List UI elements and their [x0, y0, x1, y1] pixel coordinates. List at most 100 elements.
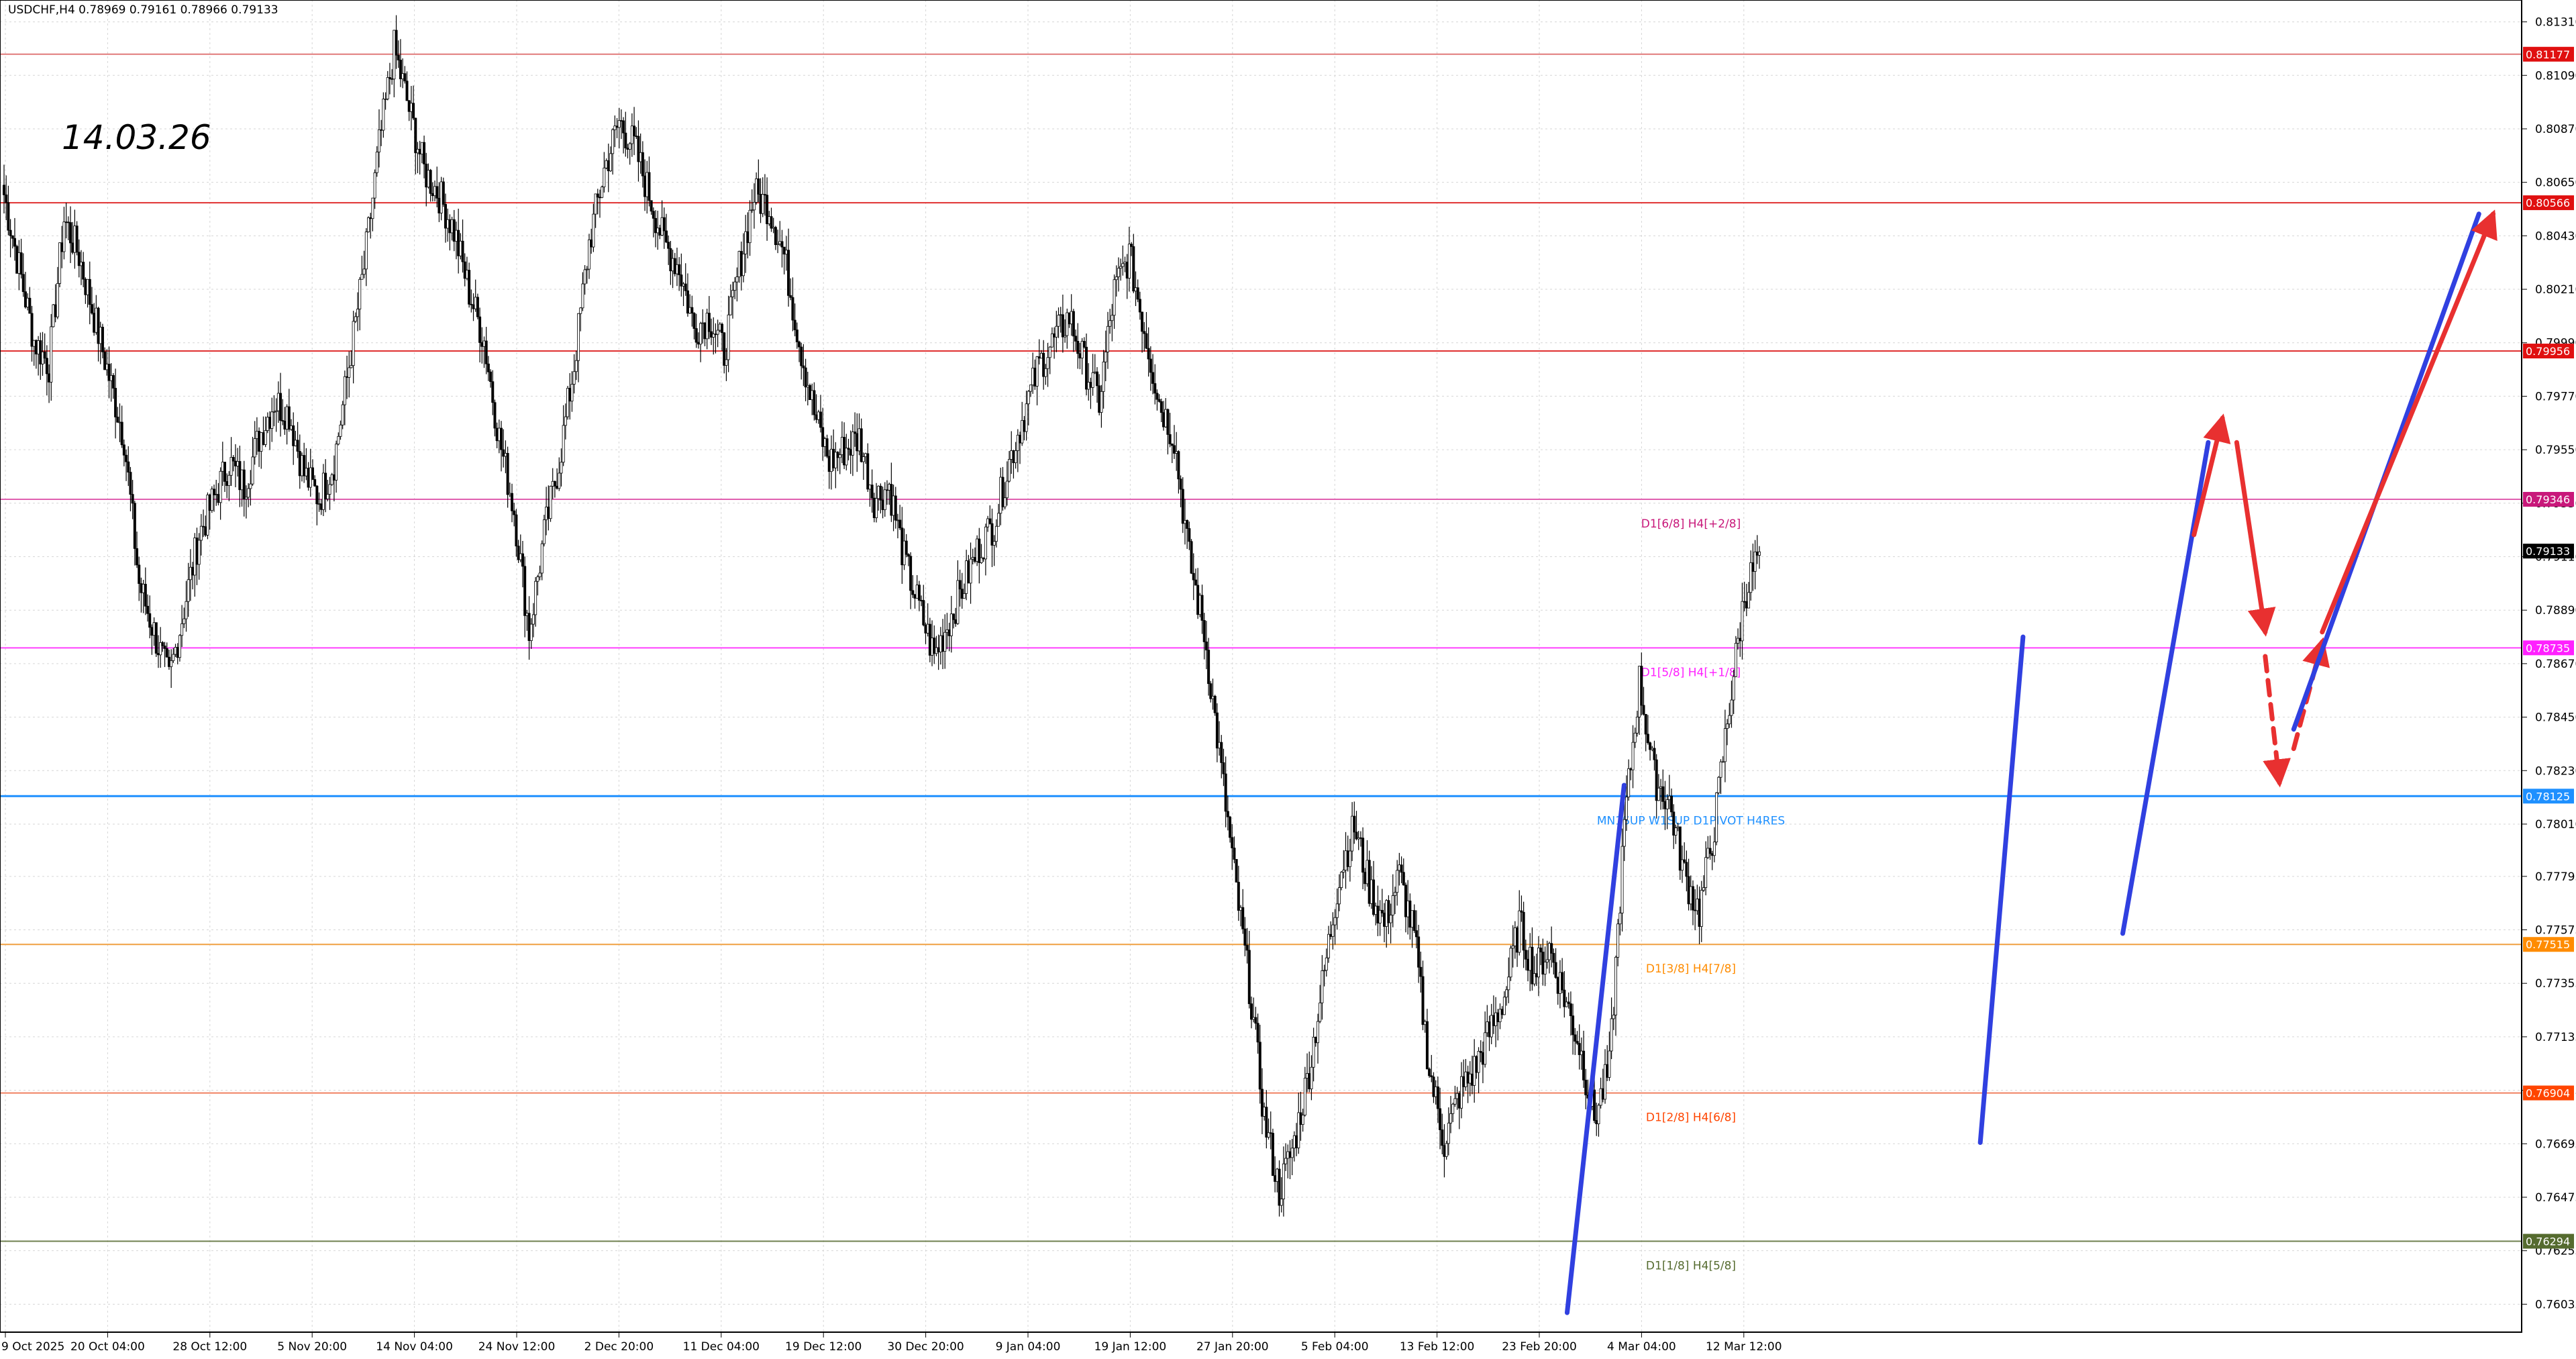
candle-body [577, 313, 580, 361]
candle-body [564, 416, 567, 426]
candle-body [1194, 579, 1197, 586]
candle-body [1274, 1175, 1277, 1182]
candle-body [1123, 261, 1127, 264]
candle-body [1533, 973, 1536, 985]
candle-body [307, 468, 310, 488]
candle-body [1031, 367, 1035, 385]
candle-body [641, 152, 644, 177]
candle-body [851, 432, 854, 456]
forecast-arrow [2263, 654, 2291, 788]
candle-body [176, 647, 179, 658]
candle-body [962, 593, 966, 599]
candle-body [1443, 1145, 1446, 1157]
candle-body [926, 623, 929, 634]
candle-body [1689, 886, 1692, 905]
candle-body [1539, 948, 1543, 952]
candle-body [330, 474, 333, 485]
candle-body [440, 181, 443, 213]
candle-body [1019, 434, 1022, 444]
candle-body [52, 304, 55, 328]
candle-body [1470, 1073, 1474, 1086]
candle-body [34, 340, 38, 355]
candle-body [491, 381, 495, 403]
candle-body [294, 440, 297, 446]
candle-body [238, 461, 242, 491]
candle-body [658, 228, 662, 236]
candle-body [922, 600, 925, 625]
candle-body [489, 371, 493, 383]
candle-body [601, 187, 604, 198]
candle-body [1245, 945, 1249, 951]
x-tick-label: 14 Nov 04:00 [376, 1340, 453, 1354]
candle-body [1622, 819, 1626, 847]
candle-body [1149, 358, 1152, 373]
candle-body [1706, 848, 1710, 858]
candle-body [778, 241, 782, 244]
candle-body [11, 235, 14, 239]
candle-body [442, 181, 445, 205]
candle-body [373, 172, 376, 199]
candle-body [956, 580, 960, 624]
candle-body [1231, 837, 1234, 848]
candle-body [1074, 336, 1078, 342]
candle-body [768, 216, 771, 224]
candle-body [551, 481, 554, 487]
candle-body [7, 202, 10, 231]
candle-body [1204, 641, 1208, 651]
candle-body [1078, 353, 1082, 358]
candle-body [870, 485, 874, 499]
candle-body [553, 481, 556, 487]
candle-body [1541, 952, 1545, 975]
x-tick-label: 27 Jan 20:00 [1196, 1340, 1269, 1354]
candle-body [748, 209, 752, 244]
x-tick-label: 24 Nov 12:00 [478, 1340, 556, 1354]
level-price-tag-text: 0.78125 [2526, 790, 2570, 803]
x-tick-label: 19 Dec 12:00 [785, 1340, 862, 1354]
candle-body [266, 417, 269, 431]
x-tick-label: 9 Oct 2025 [1, 1340, 64, 1354]
candle-body [129, 472, 132, 495]
candle-body [860, 428, 863, 462]
candle-body [19, 252, 23, 275]
candle-body [99, 327, 102, 344]
candle-body [324, 472, 327, 499]
candle-body [482, 340, 486, 347]
candle-body [1516, 927, 1519, 953]
candle-body [1734, 643, 1737, 677]
candle-body [1290, 1148, 1294, 1158]
level-price-tag-text: 0.76904 [2526, 1087, 2570, 1100]
candle-body [95, 307, 98, 333]
candle-body [1113, 279, 1116, 316]
candle-body [1170, 443, 1174, 446]
grid [0, 0, 2522, 1332]
candle-body [928, 623, 931, 656]
candle-body [133, 503, 136, 549]
candle-body [1276, 1168, 1279, 1182]
candle-body [1466, 1071, 1470, 1084]
candle-body [1147, 348, 1150, 360]
candle-body [1642, 705, 1645, 715]
candle-body [585, 268, 588, 270]
candle-body [1477, 1051, 1480, 1073]
candle-body [1753, 551, 1757, 572]
candle-body [472, 304, 475, 309]
candle-body [317, 503, 321, 505]
candle-body [1050, 333, 1053, 348]
candle-body [673, 258, 676, 274]
candle-body [213, 489, 216, 495]
candle-body [1436, 1086, 1439, 1109]
candle-body [511, 493, 514, 511]
candle-body [935, 647, 938, 654]
candle-body [660, 217, 664, 236]
candle-body [249, 483, 252, 489]
candle-body [1288, 1151, 1292, 1158]
candle-body [1355, 832, 1358, 840]
candle-body [401, 73, 405, 79]
candle-body [1229, 816, 1232, 838]
candle-body [26, 297, 30, 307]
